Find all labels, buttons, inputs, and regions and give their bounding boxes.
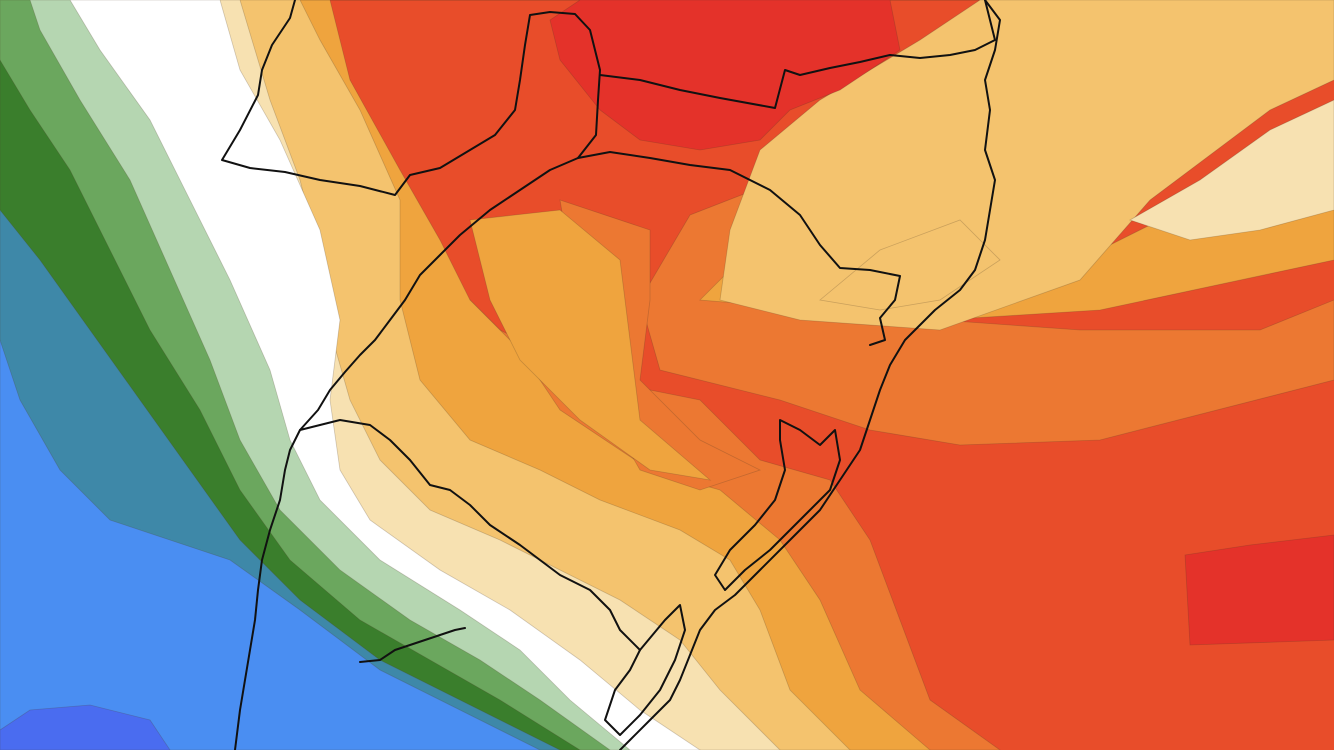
anomaly-band-blue xyxy=(0,339,541,750)
anomaly-band-light-orange-east xyxy=(819,219,1001,311)
anomaly-band-red-north xyxy=(549,0,901,151)
country-border-south xyxy=(299,419,641,651)
state-border-middle xyxy=(577,151,901,346)
anomaly-band-orange-inner xyxy=(469,209,712,481)
anomaly-band-pale-yellow-east xyxy=(1129,99,1334,241)
coastline-east xyxy=(619,0,1001,750)
anomaly-band-red-southeast xyxy=(1184,534,1334,646)
country-border-west xyxy=(221,0,601,750)
state-border-north xyxy=(599,0,996,109)
lagoon-outline xyxy=(714,419,841,591)
lagoon-outline-south xyxy=(604,604,686,736)
political-borders xyxy=(221,0,1001,750)
anomaly-band-deep-blue xyxy=(0,704,171,750)
river-estuary xyxy=(359,627,466,663)
